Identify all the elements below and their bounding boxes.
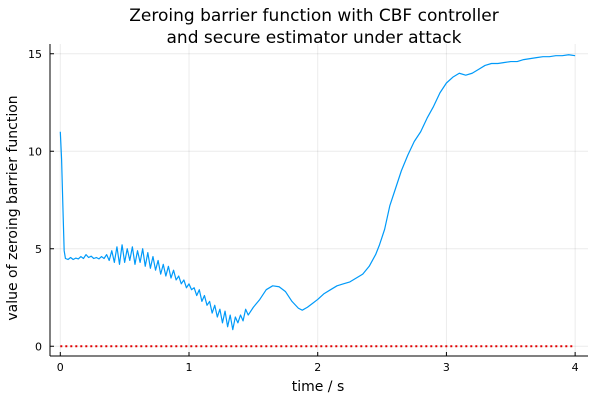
y-axis-label: value of zeroing barrier function <box>5 95 21 320</box>
y-tick-label: 5 <box>35 243 42 256</box>
chart-title-line-2: and secure estimator under attack <box>167 28 462 48</box>
y-tick-label: 10 <box>28 145 42 158</box>
series-layer <box>59 54 576 348</box>
axes: 0 1 2 3 4 0 5 10 15 <box>28 44 588 374</box>
grid <box>50 44 588 356</box>
x-axis-label: time / s <box>292 379 345 395</box>
chart-title-line-1: Zeroing barrier function with CBF contro… <box>129 6 498 26</box>
x-tick-label: 1 <box>186 361 193 374</box>
y-tick-label: 15 <box>28 48 42 61</box>
x-tick-label: 4 <box>572 361 579 374</box>
barrier-function-line <box>59 54 576 331</box>
x-tick-label: 2 <box>314 361 321 374</box>
y-tick-label: 0 <box>35 340 42 353</box>
x-tick-label: 0 <box>57 361 64 374</box>
x-tick-label: 3 <box>443 361 450 374</box>
